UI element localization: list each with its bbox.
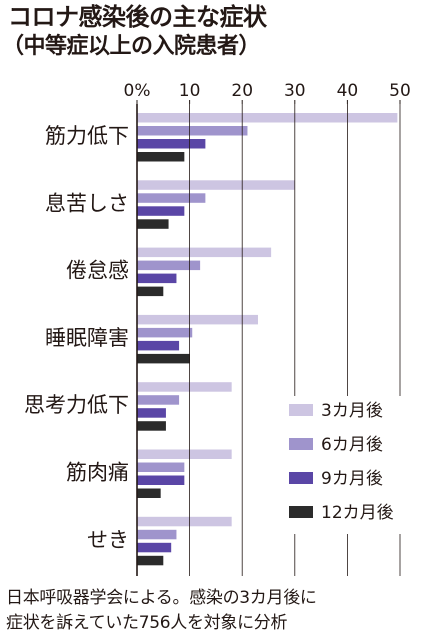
x-tick-label-20: 20 xyxy=(231,81,253,101)
category-label-6: 筋肉痛 xyxy=(66,461,129,485)
bar-5-2 xyxy=(137,395,180,405)
category-label-2: 息苦しさ xyxy=(45,191,129,215)
bar-7-2 xyxy=(137,529,177,540)
bar-3-4 xyxy=(137,286,164,297)
bar-2-3 xyxy=(137,206,185,216)
category-label-4: 睡眠障害 xyxy=(45,326,129,350)
x-tick-label-10: 10 xyxy=(179,81,201,101)
bar-6-1 xyxy=(137,449,232,459)
bar-4-3 xyxy=(137,340,180,351)
bar-1-4 xyxy=(137,152,185,162)
legend-swatch-4 xyxy=(289,506,313,518)
bar-2-1 xyxy=(137,180,295,190)
bar-2-2 xyxy=(137,193,206,203)
bar-6-4 xyxy=(137,488,161,498)
x-tick-label-40: 40 xyxy=(337,81,359,101)
bar-6-3 xyxy=(137,475,185,485)
bar-7-3 xyxy=(137,542,172,553)
bar-5-4 xyxy=(137,421,166,431)
chart-subtitle: （中等症以上の入院患者） xyxy=(2,34,261,59)
bar-5-1 xyxy=(137,382,232,392)
source-note: 日本呼吸器学会による。感染の3カ月後に 症状を訴えていた756人を対象に分析 xyxy=(6,586,422,636)
bar-5-3 xyxy=(137,408,166,418)
bar-6-2 xyxy=(137,462,185,472)
bar-3-2 xyxy=(137,260,201,271)
bar-1-3 xyxy=(137,139,206,149)
source-note-line-2: 症状を訴えていた756人を対象に分析 xyxy=(6,613,288,633)
category-label-7: せき xyxy=(87,528,129,552)
legend-swatch-2 xyxy=(289,438,313,450)
bar-4-2 xyxy=(137,327,193,338)
legend-swatch-1 xyxy=(289,404,313,416)
x-tick-label-30: 30 xyxy=(284,81,306,101)
bar-7-4 xyxy=(137,555,164,566)
legend-label-1: 3カ月後 xyxy=(321,401,383,421)
x-tick-label-50: 50 xyxy=(389,81,411,101)
category-label-1: 筋力低下 xyxy=(45,124,129,148)
legend-label-3: 9カ月後 xyxy=(321,469,383,489)
category-label-5: 思考力低下 xyxy=(24,393,129,417)
bar-3-3 xyxy=(137,273,177,284)
bar-4-4 xyxy=(137,353,190,364)
category-label-3: 倦怠感 xyxy=(66,259,129,283)
bar-4-1 xyxy=(137,314,258,325)
legend-swatch-3 xyxy=(289,472,313,484)
source-note-line-1: 日本呼吸器学会による。感染の3カ月後に xyxy=(6,588,317,608)
bar-7-1 xyxy=(137,516,232,527)
chart-title: コロナ感染後の主な症状 xyxy=(8,3,267,31)
legend-label-4: 12カ月後 xyxy=(321,503,394,523)
x-tick-label-0: 0% xyxy=(124,81,151,101)
bar-2-4 xyxy=(137,219,169,229)
bar-1-2 xyxy=(137,126,248,136)
legend-label-2: 6カ月後 xyxy=(321,435,383,455)
bar-3-1 xyxy=(137,247,272,258)
bar-1-1 xyxy=(137,113,398,123)
